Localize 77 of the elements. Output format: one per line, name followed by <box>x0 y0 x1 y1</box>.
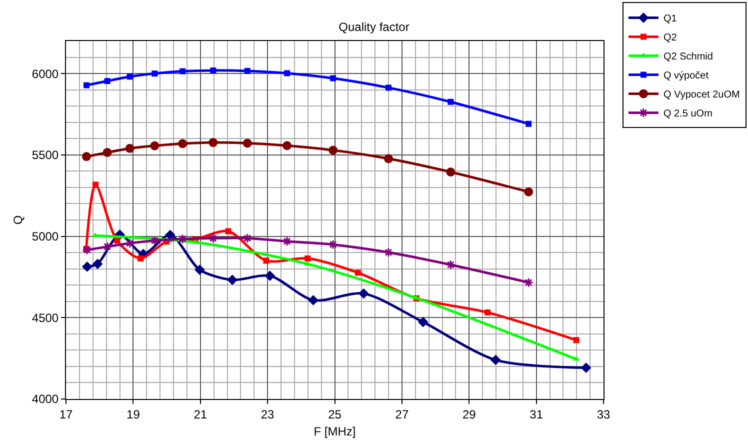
point <box>138 255 144 262</box>
point <box>225 228 232 234</box>
point <box>82 244 92 255</box>
point <box>178 139 188 148</box>
point <box>386 84 392 91</box>
y-tick-label: 4000 <box>32 392 59 406</box>
point <box>104 78 110 84</box>
point <box>263 258 270 264</box>
point <box>573 337 580 344</box>
point <box>102 148 112 157</box>
point <box>328 240 338 250</box>
point <box>418 316 428 328</box>
x-tick-label: 21 <box>194 407 208 422</box>
point <box>114 238 120 244</box>
point <box>330 75 336 82</box>
legend-label: Q Vypocet 2uOM <box>664 90 740 101</box>
point <box>284 70 290 76</box>
x-tick-label: 29 <box>462 407 476 422</box>
point <box>448 98 454 105</box>
x-tick-label: 19 <box>126 407 140 422</box>
legend-label: Q1 <box>664 14 678 25</box>
y-axis-title: Q <box>11 215 26 225</box>
point <box>227 274 238 286</box>
point <box>244 68 250 74</box>
point <box>308 295 318 306</box>
point <box>150 236 160 246</box>
point <box>150 141 160 150</box>
point <box>152 70 158 77</box>
point <box>384 247 394 258</box>
legend-label: Q 2.5 uOm <box>664 108 712 120</box>
x-tick-label: 33 <box>596 407 610 422</box>
point <box>194 264 205 275</box>
point <box>282 141 292 150</box>
legend-label: Q2 Schmid <box>664 52 713 63</box>
point <box>102 242 112 252</box>
y-tick-label: 5000 <box>32 229 59 244</box>
point <box>83 82 90 88</box>
x-tick-label: 23 <box>260 407 275 422</box>
point <box>92 182 99 188</box>
point <box>242 233 252 244</box>
x-tick-label: 31 <box>530 407 544 422</box>
point <box>282 236 292 246</box>
x-tick-label: 17 <box>59 407 73 422</box>
point <box>126 74 133 80</box>
y-tick-label: 4500 <box>32 310 59 325</box>
x-axis-title: F [MHz] <box>314 424 356 438</box>
point <box>354 270 361 276</box>
point <box>358 288 369 299</box>
chart-title: Quality factor <box>338 20 410 34</box>
point <box>524 187 534 196</box>
point <box>82 152 91 162</box>
point <box>124 238 135 248</box>
point <box>526 120 532 127</box>
point <box>92 258 103 270</box>
y-tick-label: 6000 <box>32 66 59 81</box>
y-tick-label: 5500 <box>32 148 59 162</box>
x-tick-label: 27 <box>395 407 409 422</box>
point <box>328 146 338 155</box>
legend-label: Q2 <box>664 32 678 44</box>
point <box>304 255 311 262</box>
point <box>446 260 456 270</box>
point <box>208 233 218 244</box>
point <box>580 362 592 373</box>
point <box>180 68 186 74</box>
legend-label: Q výpočet <box>664 70 709 82</box>
point <box>264 270 276 282</box>
point <box>484 309 491 316</box>
point <box>384 154 393 164</box>
x-tick-label: 25 <box>328 407 342 422</box>
point <box>208 138 218 148</box>
point <box>524 278 534 288</box>
point <box>210 67 216 74</box>
point <box>125 144 134 153</box>
point <box>82 262 92 272</box>
point <box>490 354 501 366</box>
point <box>446 168 456 176</box>
point <box>242 138 252 148</box>
